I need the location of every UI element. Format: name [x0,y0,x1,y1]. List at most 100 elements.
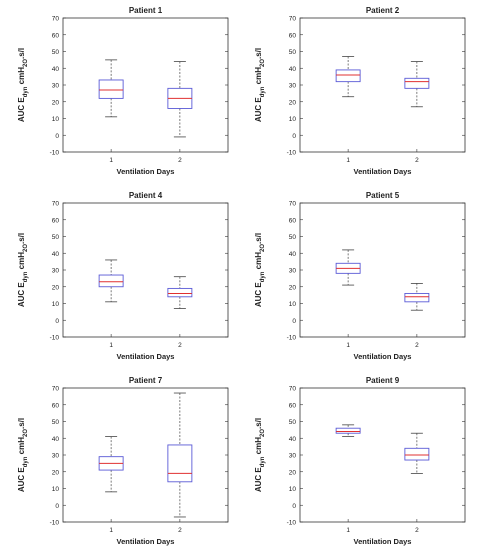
y-tick-label: 50 [289,49,297,56]
box-day-2 [404,432,430,474]
x-tick-label: 1 [346,527,350,534]
iqr-box [167,444,193,483]
y-tick-label: 50 [52,49,60,56]
y-tick-label: 40 [289,436,297,443]
y-tick-label: 70 [289,16,297,23]
x-axis-label: Ventilation Days [117,352,175,361]
iqr-box [335,427,361,434]
y-tick-label: 40 [289,251,297,258]
y-tick-label: 70 [289,201,297,208]
y-tick-label: 10 [289,116,297,123]
y-tick-label: 20 [289,469,297,476]
box-day-2 [167,276,193,309]
plot-area [299,387,466,523]
y-tick-label: -10 [50,335,60,342]
y-tick-label: 0 [55,318,59,325]
x-tick-label: 1 [109,157,113,164]
iqr-box [404,292,430,303]
y-tick-label: 50 [289,419,297,426]
box-day-2 [404,283,430,311]
y-tick-label: 30 [289,83,297,90]
iqr-box [98,79,124,99]
x-tick-label: 1 [109,527,113,534]
box-day-2 [167,392,193,518]
y-tick-label: 70 [52,201,60,208]
y-tick-label: 70 [52,386,60,393]
y-tick-label: 70 [52,16,60,23]
x-axis-label: Ventilation Days [354,352,412,361]
plot-area [299,202,466,338]
chart-title: Patient 9 [366,376,400,385]
box-plot-panel: Patient 5 -10 0 10 20 30 40 50 60 70 1 2Ventilation… [254,191,466,361]
y-tick-label: -10 [287,335,297,342]
x-tick-label: 2 [415,527,419,534]
box-day-1 [335,249,361,286]
y-tick-label: 30 [289,268,297,275]
y-tick-label: -10 [287,520,297,527]
y-tick-label: 50 [289,234,297,241]
y-tick-label: 0 [292,133,296,140]
chart-title: Patient 2 [366,6,400,15]
iqr-box [98,274,124,288]
y-tick-label: 60 [52,217,60,224]
y-tick-label: 60 [289,402,297,409]
plot-area [299,17,466,153]
y-tick-label: 40 [52,66,60,73]
y-tick-label: 0 [55,503,59,510]
y-tick-label: 40 [289,66,297,73]
y-axis-label: AUC Edyn cmH2O.s/l [254,233,266,307]
chart-title: Patient 7 [129,376,163,385]
y-tick-label: 40 [52,436,60,443]
y-tick-label: 10 [52,486,60,493]
x-tick-label: 2 [178,527,182,534]
y-tick-label: 10 [289,301,297,308]
plot-area [62,17,229,153]
y-tick-label: 30 [289,453,297,460]
chart-title: Patient 5 [366,191,400,200]
x-tick-label: 1 [346,342,350,349]
x-tick-label: 2 [415,342,419,349]
iqr-box [335,69,361,83]
chart-title: Patient 4 [129,191,163,200]
x-axis-label: Ventilation Days [117,537,175,546]
box-day-1 [335,424,361,437]
chart-title: Patient 1 [129,6,163,15]
y-tick-label: 10 [289,486,297,493]
box-day-1 [335,56,361,98]
y-tick-label: 0 [292,503,296,510]
box-plot-panel: Patient 7 -10 0 10 20 30 40 50 60 70 1 2Ventilation… [17,376,229,546]
x-axis-label: Ventilation Days [354,167,412,176]
y-tick-label: -10 [287,150,297,157]
y-axis-label: AUC Edyn cmH2O.s/l [17,48,29,122]
y-tick-label: 40 [52,251,60,258]
y-tick-label: 0 [292,318,296,325]
x-tick-label: 1 [109,342,113,349]
plot-area [62,202,229,338]
y-axis-label: AUC Edyn cmH2O.s/l [17,233,29,307]
y-tick-label: 60 [52,402,60,409]
y-tick-label: -10 [50,520,60,527]
y-axis-label: AUC Edyn cmH2O.s/l [17,418,29,492]
y-tick-label: 20 [52,99,60,106]
box-day-2 [404,61,430,108]
plot-area [62,387,229,523]
box-plot-panel: Patient 4 -10 0 10 20 30 40 50 60 70 1 2Ventilation… [17,191,229,361]
y-tick-label: 0 [55,133,59,140]
y-tick-label: 10 [52,301,60,308]
x-tick-label: 2 [415,157,419,164]
box-plot-panel: Patient 2 -10 0 10 20 30 40 50 60 70 1 2Ventilation… [254,6,466,176]
y-tick-label: 30 [52,453,60,460]
x-axis-label: Ventilation Days [354,537,412,546]
y-tick-label: 70 [289,386,297,393]
y-axis-label: AUC Edyn cmH2O.s/l [254,418,266,492]
y-tick-label: 30 [52,83,60,90]
y-tick-label: 20 [289,99,297,106]
y-tick-label: 20 [289,284,297,291]
y-tick-label: 60 [289,217,297,224]
box-plot-panel: Patient 9 -10 0 10 20 30 40 50 60 70 1 2Ventilation… [254,376,466,546]
iqr-box [404,447,430,461]
y-axis-label: AUC Edyn cmH2O.s/l [254,48,266,122]
y-tick-label: 20 [52,284,60,291]
box-day-1 [98,436,124,493]
